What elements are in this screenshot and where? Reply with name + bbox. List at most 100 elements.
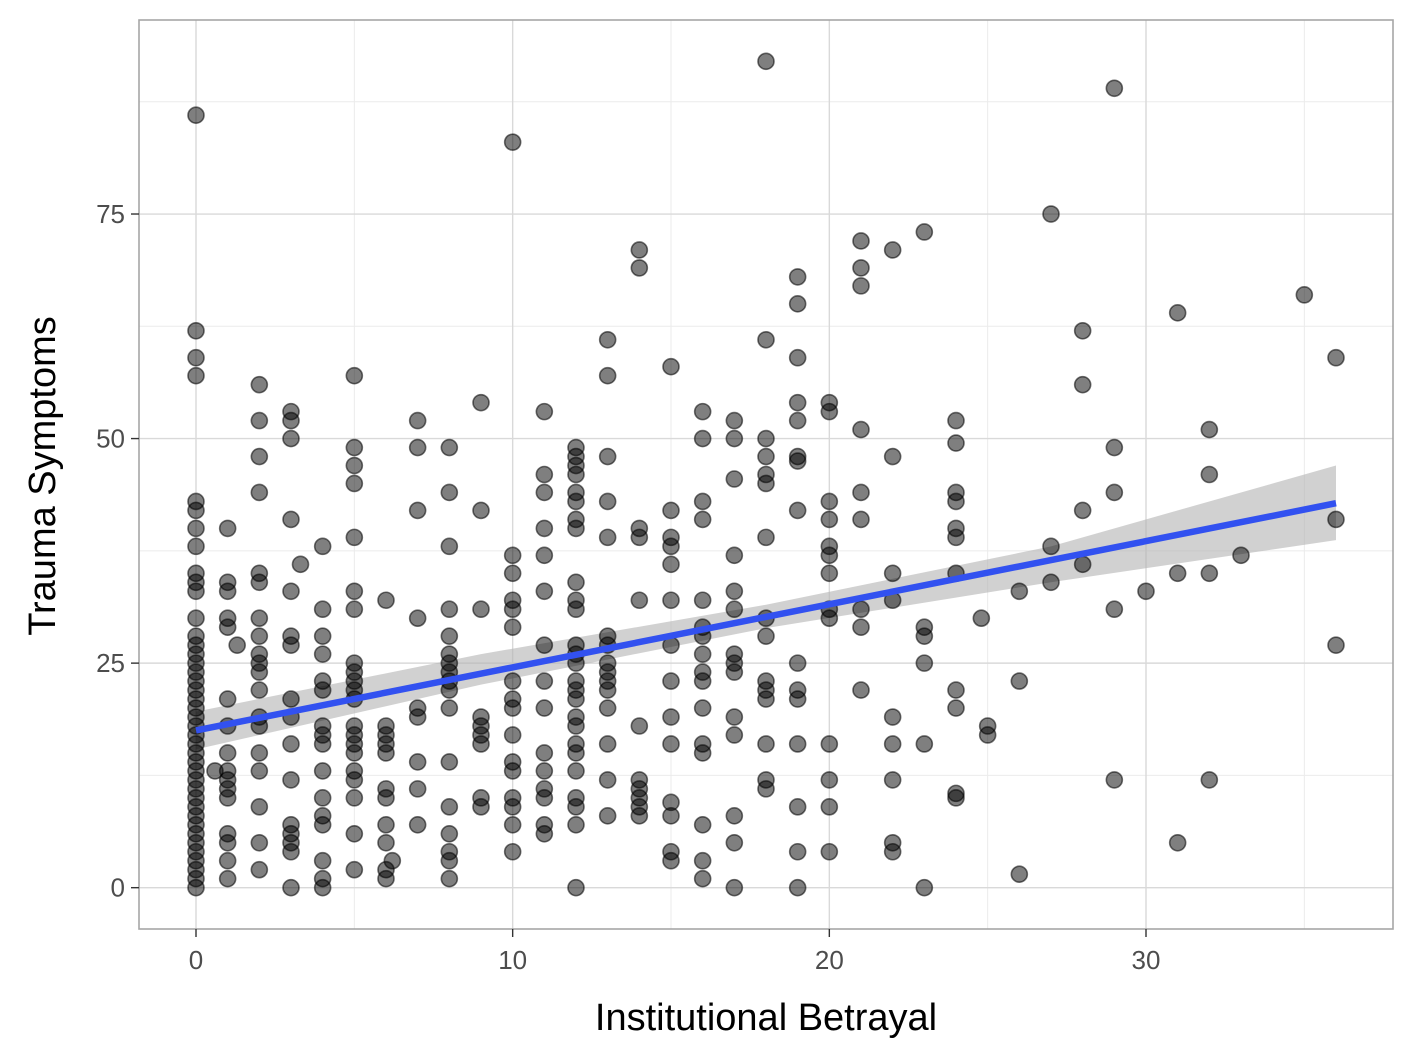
data-point <box>852 420 870 439</box>
data-point <box>282 878 300 897</box>
data-point <box>662 851 680 870</box>
data-point <box>947 528 965 547</box>
data-point <box>662 807 680 825</box>
data-point <box>408 708 427 726</box>
data-point <box>947 492 965 511</box>
data-point <box>852 232 870 250</box>
data-point <box>693 429 712 448</box>
data-point <box>503 842 522 861</box>
data-point <box>567 690 585 708</box>
data-point <box>282 411 300 430</box>
data-point <box>408 438 427 457</box>
data-point <box>313 681 332 699</box>
data-point <box>408 609 427 628</box>
data-point <box>852 618 870 636</box>
data-point <box>408 411 427 430</box>
data-point <box>662 501 680 520</box>
data-point <box>1042 537 1060 556</box>
data-point <box>598 735 617 753</box>
data-point <box>250 681 269 699</box>
data-point <box>788 878 807 897</box>
data-point <box>725 470 744 488</box>
data-point <box>345 582 364 601</box>
data-point <box>662 555 680 574</box>
data-point <box>1010 672 1029 690</box>
data-point <box>535 546 554 565</box>
data-point <box>503 726 522 744</box>
data-point <box>535 789 554 807</box>
x-tick-label: 0 <box>189 945 203 975</box>
data-point <box>250 762 269 780</box>
data-point <box>440 851 459 870</box>
data-point <box>250 609 269 628</box>
data-point <box>440 681 459 699</box>
data-point <box>693 645 712 663</box>
x-tick-label: 10 <box>498 945 527 975</box>
data-point <box>282 429 300 448</box>
data-point <box>788 735 807 753</box>
data-point <box>377 789 395 807</box>
data-point <box>852 681 870 699</box>
data-point <box>535 402 554 421</box>
data-point <box>693 591 712 610</box>
data-point <box>503 600 522 619</box>
data-point <box>788 452 807 470</box>
data-point <box>218 519 237 538</box>
data-point <box>630 528 649 547</box>
data-point <box>693 510 712 529</box>
data-point <box>250 833 269 852</box>
data-point <box>282 582 300 601</box>
data-point <box>915 878 934 897</box>
data-point <box>947 789 965 807</box>
data-point <box>187 348 205 367</box>
data-point <box>693 492 712 511</box>
data-point <box>630 807 649 825</box>
data-point <box>1105 600 1124 619</box>
data-point <box>535 699 554 717</box>
data-point <box>408 816 427 834</box>
data-point <box>725 708 744 726</box>
data-point <box>598 681 617 699</box>
data-point <box>282 636 300 654</box>
data-point <box>598 330 617 349</box>
data-point <box>345 456 364 475</box>
data-point <box>1105 438 1124 457</box>
data-point <box>567 816 585 834</box>
data-point <box>250 447 269 466</box>
data-point <box>820 609 839 628</box>
data-point <box>218 618 237 636</box>
data-point <box>187 519 205 538</box>
data-point <box>503 816 522 834</box>
data-point <box>345 744 364 762</box>
confidence-band <box>196 465 1336 750</box>
data-point <box>947 699 965 717</box>
y-axis-ticks: 0 25 50 75 <box>96 199 139 903</box>
data-point <box>503 699 522 717</box>
data-point <box>757 330 775 349</box>
data-point <box>1295 286 1314 304</box>
data-point <box>947 411 965 430</box>
data-point <box>757 780 775 798</box>
data-point <box>757 429 775 448</box>
regression-line <box>195 500 1337 734</box>
data-point <box>1010 582 1029 601</box>
data-point <box>915 627 934 645</box>
data-point <box>282 735 300 753</box>
data-point <box>383 851 402 870</box>
data-point <box>250 860 269 879</box>
data-point <box>1200 771 1219 789</box>
data-point <box>472 600 490 619</box>
data-point <box>662 735 680 753</box>
data-point <box>883 735 902 753</box>
data-point <box>218 833 237 852</box>
data-point <box>282 510 300 529</box>
data-point <box>535 636 554 654</box>
data-point <box>250 663 269 681</box>
data-point <box>1327 510 1345 529</box>
x-tick-label: 20 <box>815 945 844 975</box>
data-point <box>1200 564 1219 583</box>
data-point <box>472 735 490 753</box>
data-point <box>187 106 205 125</box>
data-point <box>503 762 522 780</box>
data-point <box>852 259 870 277</box>
